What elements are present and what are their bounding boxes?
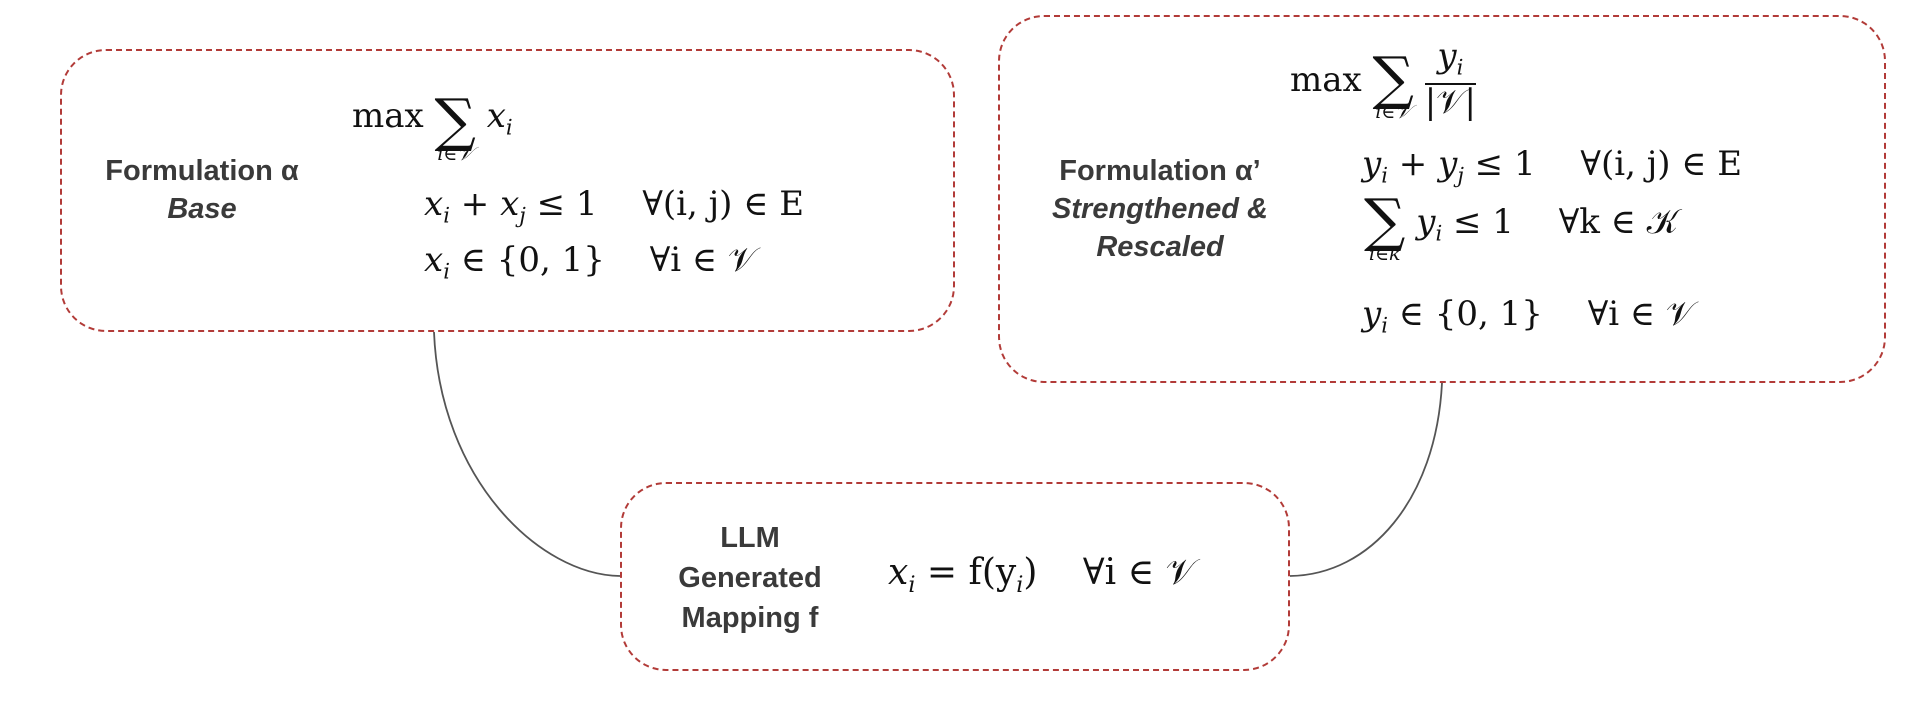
connector-base-to-mapping (433, 331, 621, 577)
llm-mapping-line-3: Mapping f (681, 602, 819, 634)
base-objective: max ∑ i∈𝒱 xi (352, 86, 513, 165)
strengthened-fraction: yi |𝒱| (1424, 36, 1476, 123)
formulation-strengthened-box (998, 15, 1886, 383)
clique-sum: ∑ i∈k (1364, 186, 1406, 265)
formulation-base-title: Formulation α (105, 155, 299, 187)
formulation-strengthened-label: Formulation α’ Strengthened & Rescaled (1010, 152, 1310, 266)
llm-mapping-line-1: LLM (720, 522, 780, 554)
base-sum: ∑ i∈𝒱 (434, 86, 476, 165)
strengthened-constraint-clique: ∑ i∈k yi ≤ 1 ∀k ∈ 𝒦 (1364, 186, 1679, 265)
llm-mapping-box (620, 482, 1290, 671)
base-constraint-binary: xi ∈ {0, 1} ∀i ∈ 𝒱 (424, 240, 757, 284)
llm-mapping-equation: xi = f(yi) ∀i ∈ 𝒱 (888, 552, 1196, 598)
strengthened-constraint-binary: yi ∈ {0, 1} ∀i ∈ 𝒱 (1362, 294, 1695, 338)
formulation-strengthened-subtitle-1: Strengthened & (1052, 193, 1268, 225)
formulation-base-subtitle: Base (167, 193, 237, 225)
formulation-base-label: Formulation α Base (72, 152, 332, 228)
llm-mapping-line-2: Generated (678, 562, 822, 594)
llm-mapping-label: LLM Generated Mapping f (650, 518, 850, 638)
strengthened-constraint-edge: yi + yj ≤ 1 ∀(i, j) ∈ E (1362, 144, 1743, 188)
base-constraint-edge: xi + xj ≤ 1 ∀(i, j) ∈ E (424, 184, 805, 228)
formulation-base-box (60, 49, 955, 332)
formulation-strengthened-subtitle-2: Rescaled (1096, 231, 1224, 263)
connector-strengthened-to-mapping (1289, 382, 1443, 577)
strengthened-sum: ∑ i∈𝒱 (1372, 44, 1414, 123)
strengthened-objective: max ∑ i∈𝒱 yi |𝒱| (1290, 36, 1476, 123)
formulation-strengthened-title: Formulation α’ (1059, 155, 1261, 187)
